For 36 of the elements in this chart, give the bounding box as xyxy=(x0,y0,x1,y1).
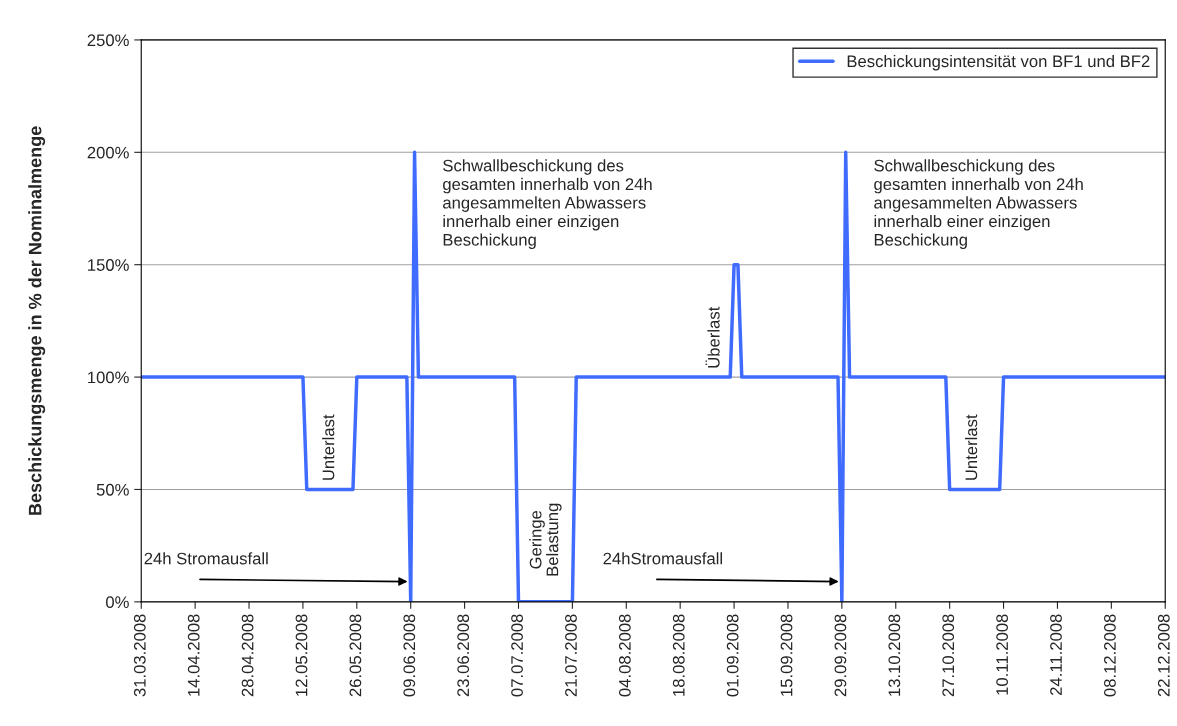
annotation: Schwallbeschickung des gesamten innerhalb von 24h angesammelten Abwassers innerhalb einer einzigen Beschickung xyxy=(874,159,1083,250)
annotation: Unterlast xyxy=(322,414,335,480)
x-tick-label: 29.09.2008 xyxy=(834,614,847,697)
y-tick-label: 0% xyxy=(106,596,129,609)
annotation: Überlast xyxy=(705,306,720,368)
annotation: Schwallbeschickung des gesamten innerhalb von 24h angesammelten Abwassers innerhalb einer einzigen Beschickung xyxy=(443,159,652,250)
x-tick-label: 10.11.2008 xyxy=(996,614,1009,695)
x-tick-label: 22.12.2008 xyxy=(1157,614,1170,697)
x-tick-label: 07.07.2008 xyxy=(511,614,523,697)
annotation: 24h Stromausfall xyxy=(144,552,268,565)
x-tick-label: 08.12.2008 xyxy=(1104,614,1116,697)
x-tick-label: 28.04.2008 xyxy=(241,614,254,697)
y-tick-label: 50% xyxy=(96,483,129,496)
x-tick-label: 18.08.2008 xyxy=(672,614,685,696)
legend-label: Beschickungsintensität von BF1 und BF2 xyxy=(847,54,1150,71)
x-tick-label: 04.08.2008 xyxy=(618,614,631,697)
x-tick-label: 27.10.2008 xyxy=(942,614,955,697)
x-tick-label: 09.06.2008 xyxy=(403,614,416,697)
x-tick-label: 01.09.2008 xyxy=(726,614,739,697)
x-tick-label: 23.06.2008 xyxy=(457,614,470,697)
y-tick-label: 200% xyxy=(87,146,129,159)
x-tick-label: 13.10.2008 xyxy=(888,614,901,696)
x-tick-label: 14.04.2008 xyxy=(187,614,200,696)
x-tick-label: 15.09.2008 xyxy=(780,614,793,696)
x-tick-label: 12.05.2008 xyxy=(295,614,308,696)
annotation: Unterlast xyxy=(964,414,978,480)
y-tick-label: 250% xyxy=(87,34,129,47)
y-tick-label: 100% xyxy=(88,371,129,384)
y-tick-label: 150% xyxy=(88,259,129,271)
y-axis-title: Beschickungsmenge in % der Nominalmenge xyxy=(28,126,46,515)
x-tick-label: 21.07.2008 xyxy=(565,614,577,697)
x-tick-label: 31.03.2008 xyxy=(133,614,146,697)
x-tick-label: 26.05.2008 xyxy=(349,614,362,697)
x-tick-label: 24.11.2008 xyxy=(1050,614,1062,695)
annotation: Geringe Belastung xyxy=(529,503,562,576)
annotation: 24hStromausfall xyxy=(603,552,722,565)
